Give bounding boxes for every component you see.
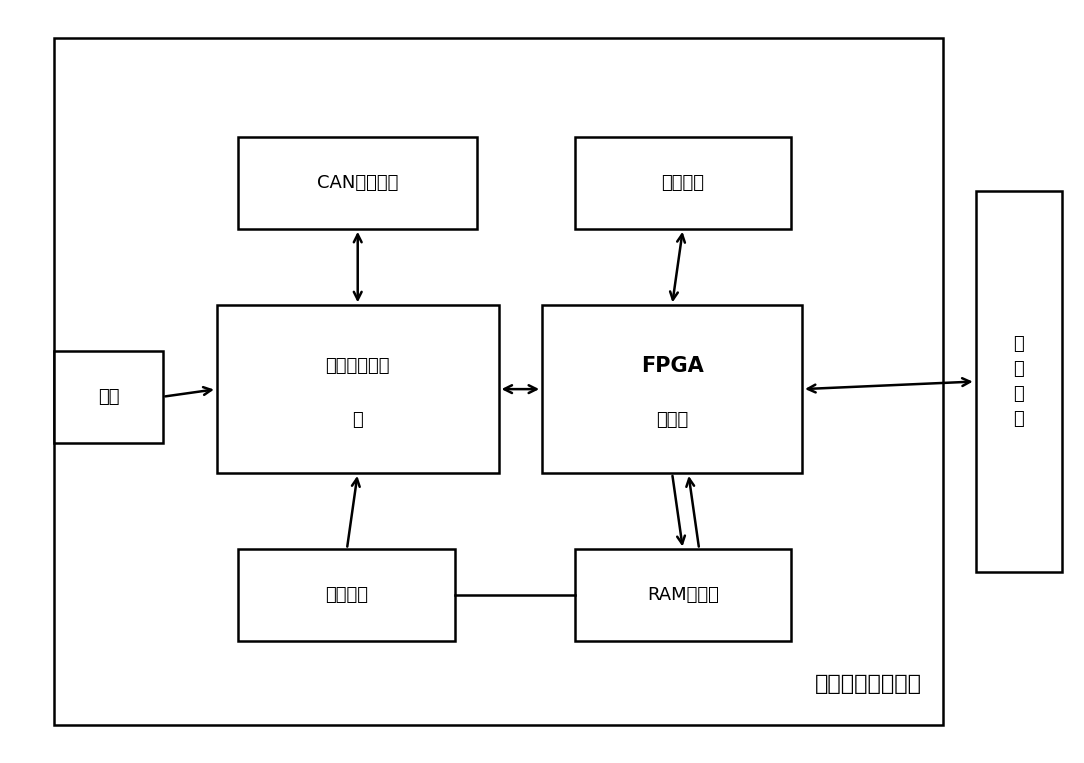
FancyBboxPatch shape — [542, 305, 802, 473]
Text: 处理器: 处理器 — [656, 410, 688, 429]
Text: RAM存储器: RAM存储器 — [647, 586, 719, 604]
Text: 器: 器 — [352, 410, 363, 429]
FancyBboxPatch shape — [54, 351, 163, 443]
Text: CAN通讯接口: CAN通讯接口 — [317, 174, 399, 192]
Text: 显示模块: 显示模块 — [661, 174, 705, 192]
FancyBboxPatch shape — [575, 137, 791, 229]
Text: 浮点运算处理: 浮点运算处理 — [325, 357, 390, 375]
FancyBboxPatch shape — [238, 137, 477, 229]
Text: 调
度
网
口: 调 度 网 口 — [1014, 335, 1024, 428]
Text: 调峰控制主站模块: 调峰控制主站模块 — [814, 674, 921, 694]
FancyBboxPatch shape — [976, 191, 1062, 572]
FancyBboxPatch shape — [575, 549, 791, 641]
FancyBboxPatch shape — [217, 305, 499, 473]
FancyBboxPatch shape — [54, 38, 943, 725]
Text: 电源模块: 电源模块 — [325, 586, 369, 604]
Text: FPGA: FPGA — [641, 356, 704, 376]
FancyBboxPatch shape — [238, 549, 455, 641]
Text: 按键: 按键 — [98, 388, 119, 406]
